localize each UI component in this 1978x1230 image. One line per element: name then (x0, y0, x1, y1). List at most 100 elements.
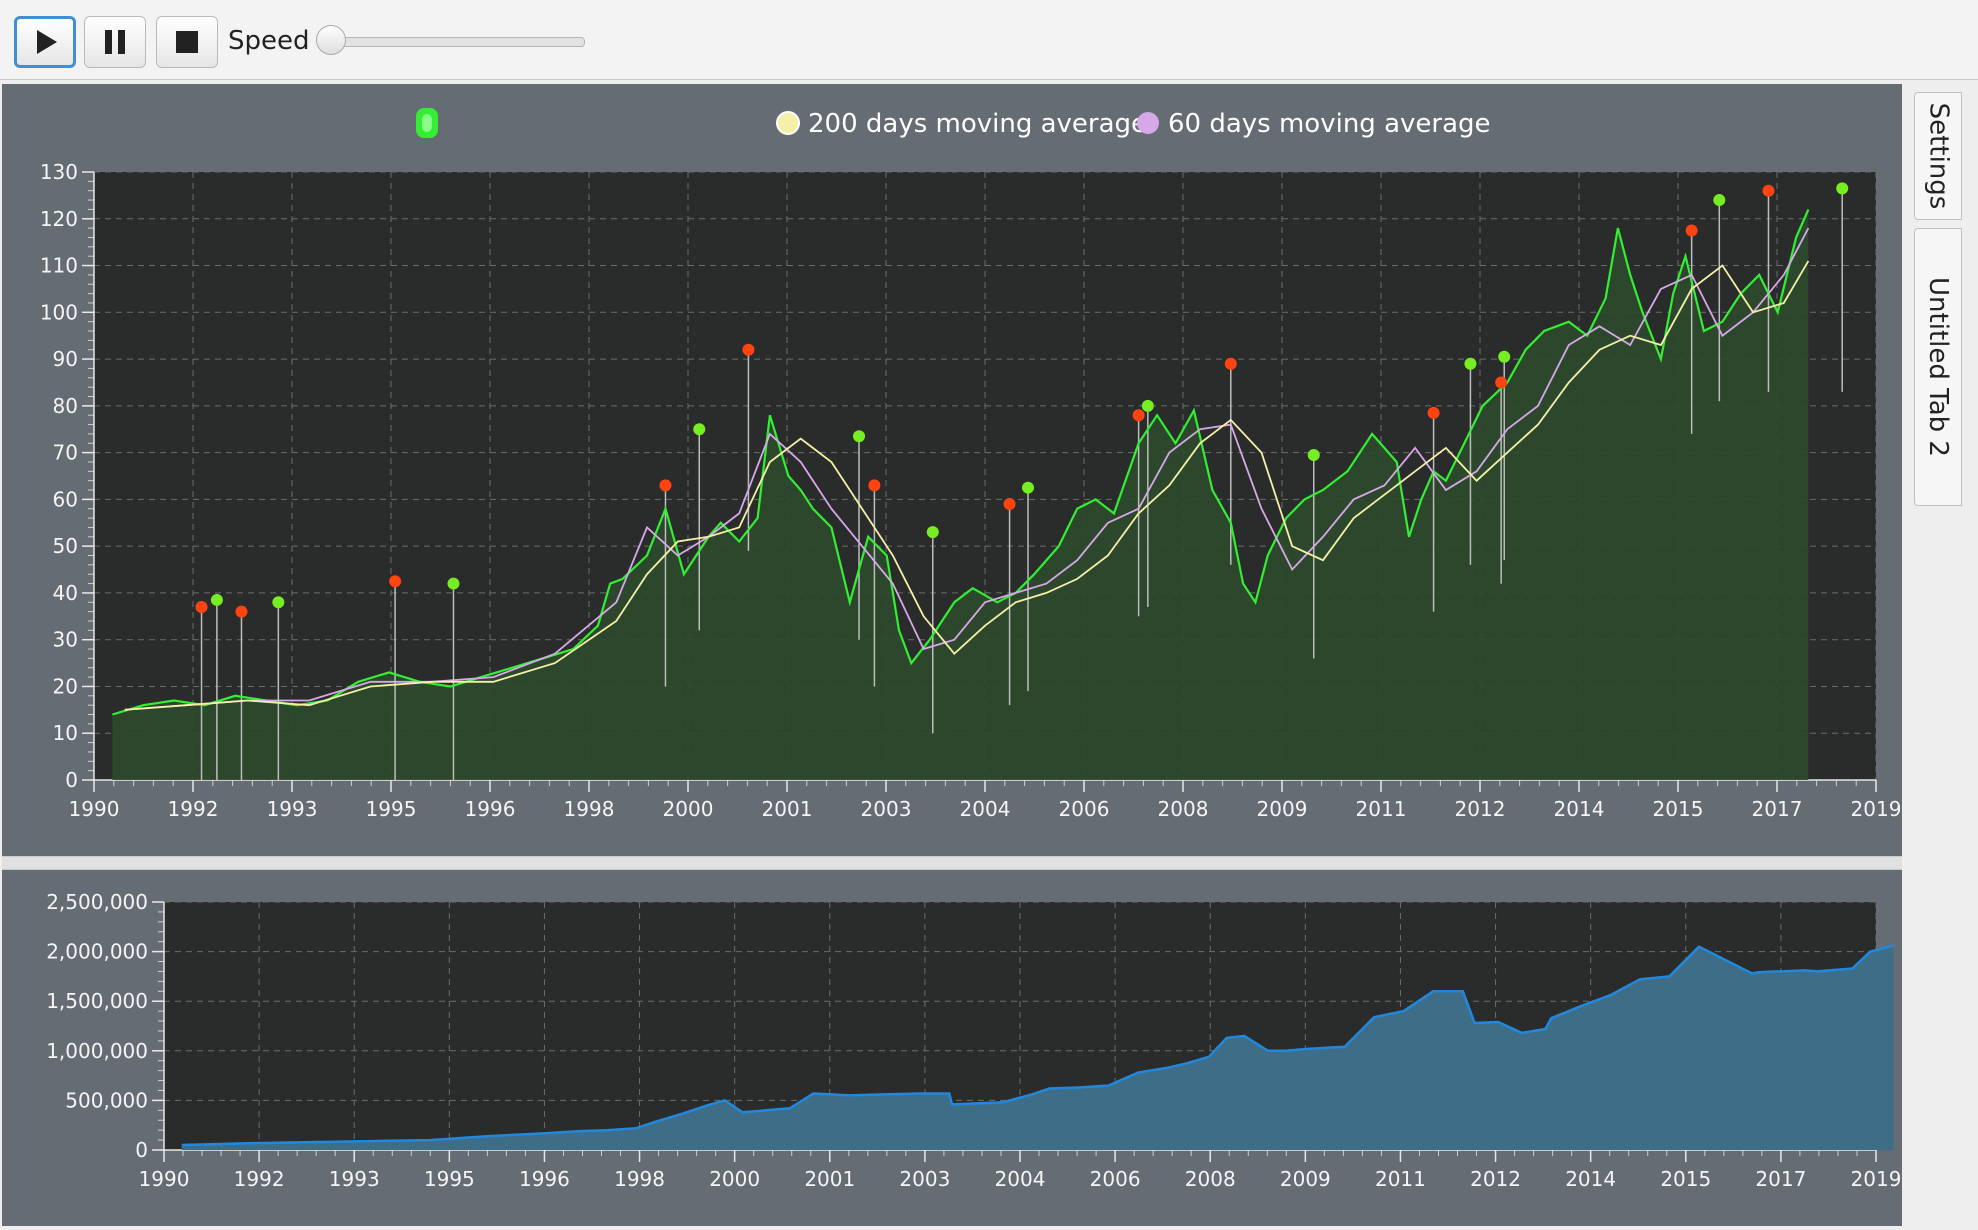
x-tick-label: 2014 (1565, 1167, 1616, 1191)
legend-ma60-marker (1137, 112, 1159, 134)
x-tick-label: 2003 (899, 1167, 950, 1191)
x-tick-label: 2015 (1653, 797, 1704, 821)
price-chart: 0 10 20 30 40 50 60 70 80 90 100 110 120 130 1990 1992 1… (40, 108, 1902, 821)
x-tick-label: 2008 (1158, 797, 1209, 821)
y-tick-label: 20 (53, 674, 78, 698)
y-tick-label: 10 (53, 721, 78, 745)
x-tick-label: 2000 (709, 1167, 760, 1191)
x-tick-label: 1998 (564, 797, 615, 821)
x-tick-label: 1993 (267, 797, 318, 821)
tab-untitled-2[interactable]: Untitled Tab 2 (1914, 228, 1962, 506)
x-tick-label: 1996 (465, 797, 516, 821)
x-tick-label: 2012 (1470, 1167, 1521, 1191)
buy-signal-marker (210, 593, 223, 606)
price-area (112, 209, 1809, 780)
play-icon (37, 30, 57, 54)
x-tick-label: 2001 (804, 1167, 855, 1191)
buy-signal-marker (853, 430, 866, 443)
buy-signal-marker (1141, 399, 1154, 412)
y-tick-label: 70 (53, 441, 78, 465)
ma200-line (124, 260, 1810, 711)
equity-line (181, 944, 1895, 1147)
y-tick-label: 0 (135, 1138, 148, 1162)
speed-label: Speed (228, 26, 310, 56)
price-chart-pane: 0 10 20 30 40 50 60 70 80 90 100 110 120 130 1990 1992 1… (2, 84, 1902, 856)
buy-signal-marker (693, 423, 706, 436)
sell-signal-marker (1495, 376, 1508, 389)
y-tick-label: 110 (40, 254, 78, 278)
y-tick-label: 50 (53, 534, 78, 558)
x-tick-label: 2011 (1356, 797, 1407, 821)
buy-signal-marker (1307, 448, 1320, 461)
legend-price-marker-inner (422, 114, 432, 132)
buy-signal-marker (1498, 350, 1511, 363)
y-tick-label: 40 (53, 581, 78, 605)
x-tick-label: 1990 (69, 797, 120, 821)
y-tick-label: 1,000,000 (46, 1039, 148, 1063)
pause-icon (105, 30, 125, 54)
x-tick-label: 2000 (663, 797, 714, 821)
x-tick-label: 2004 (995, 1167, 1046, 1191)
x-tick-label: 2012 (1455, 797, 1506, 821)
x-tick-label: 1996 (519, 1167, 570, 1191)
tab-settings-label: Settings (1923, 102, 1954, 210)
sell-signal-marker (868, 479, 881, 492)
sell-signal-marker (195, 600, 208, 613)
x-tick-label: 2008 (1185, 1167, 1236, 1191)
y-tick-label: 30 (53, 628, 78, 652)
tab-untitled-2-label: Untitled Tab 2 (1923, 277, 1953, 457)
toolbar: Speed (0, 0, 1978, 80)
sell-signal-marker (1003, 498, 1016, 511)
x-tick-label: 2017 (1755, 1167, 1806, 1191)
x-tick-label: 1992 (234, 1167, 285, 1191)
split-pane-divider[interactable] (2, 856, 1902, 870)
y-tick-label: 1,500,000 (46, 989, 148, 1013)
buy-signal-marker (1464, 357, 1477, 370)
y-tick-label: 90 (53, 347, 78, 371)
equity-area (181, 945, 1894, 1150)
sell-signal-marker (1685, 224, 1698, 237)
speed-slider-track[interactable] (328, 37, 585, 47)
equity-chart: 0 500,000 1,000,000 1,500,000 2,000,000 2,500… (46, 890, 1902, 1191)
speed-slider-knob[interactable] (316, 25, 346, 55)
stop-button[interactable] (156, 16, 218, 68)
buy-signal-marker (1713, 194, 1726, 207)
pause-button[interactable] (84, 16, 146, 68)
x-tick-label: 2009 (1257, 797, 1308, 821)
x-tick-label: 2009 (1280, 1167, 1331, 1191)
buy-signal-marker (926, 526, 939, 539)
x-tick-label: 2017 (1752, 797, 1803, 821)
x-tick-label: 1990 (139, 1167, 190, 1191)
side-tab-bar: Settings Untitled Tab 2 (1904, 80, 1978, 1228)
buy-signal-marker (1022, 481, 1035, 494)
sell-signal-marker (659, 479, 672, 492)
x-tick-label: 2006 (1059, 797, 1110, 821)
tab-settings[interactable]: Settings (1914, 92, 1962, 220)
y-tick-label: 2,000,000 (46, 940, 148, 964)
x-tick-label: 1998 (614, 1167, 665, 1191)
x-tick-label: 2006 (1090, 1167, 1141, 1191)
x-tick-label: 2003 (861, 797, 912, 821)
x-tick-label: 2004 (960, 797, 1011, 821)
x-tick-label: 1992 (168, 797, 219, 821)
price-legend: 200 days moving average 60 days moving a… (416, 108, 1491, 139)
sell-signal-marker (1762, 184, 1775, 197)
sell-signal-marker (1224, 357, 1237, 370)
y-tick-label: 120 (40, 207, 78, 231)
x-tick-label: 2019 (1851, 1167, 1902, 1191)
x-tick-label: 1995 (424, 1167, 475, 1191)
equity-chart-pane: 0 500,000 1,000,000 1,500,000 2,000,000 2,500… (2, 870, 1902, 1226)
buy-signal-marker (272, 596, 285, 609)
buy-signal-marker (447, 577, 460, 590)
play-button[interactable] (14, 16, 76, 68)
sell-signal-marker (1427, 406, 1440, 419)
y-tick-label: 80 (53, 394, 78, 418)
sell-signal-marker (235, 605, 248, 618)
x-tick-label: 2019 (1851, 797, 1902, 821)
y-tick-label: 130 (40, 160, 78, 184)
sell-signal-marker (389, 575, 402, 588)
x-tick-label: 2001 (762, 797, 813, 821)
legend-ma200-marker (776, 111, 800, 135)
sell-signal-marker (1132, 409, 1145, 422)
x-tick-label: 2014 (1554, 797, 1605, 821)
